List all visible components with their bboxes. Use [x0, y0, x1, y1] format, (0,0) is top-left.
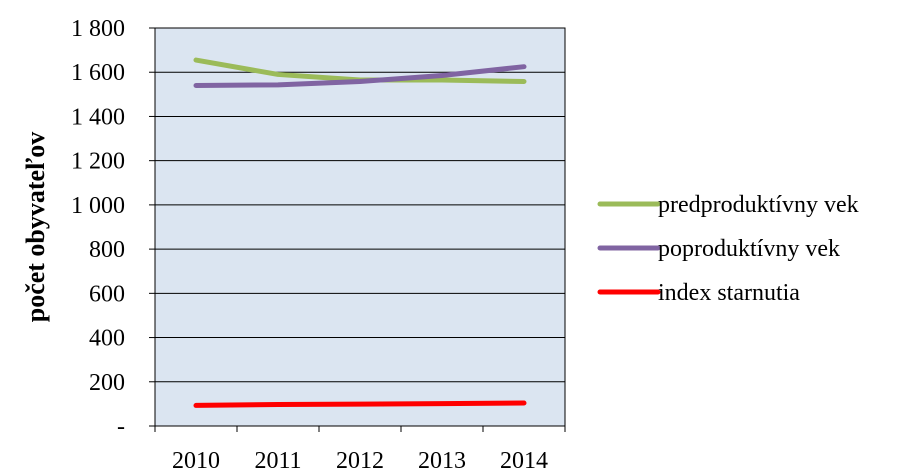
series-line: [193, 400, 527, 408]
plot-area: [154, 27, 566, 427]
y-tick-label: 400: [89, 326, 125, 352]
y-tick-label: 200: [89, 370, 125, 396]
x-tick-label: 2012: [336, 448, 384, 470]
y-tick-label: 1 200: [71, 149, 125, 175]
axes: - 200 400 600 800 1 000 1 200 1 400 1 600 1 800 20…: [71, 16, 566, 474]
legend-label: predproduktívny vek: [658, 192, 859, 218]
y-tick-label: 1 600: [71, 60, 125, 86]
x-tick-label: 2011: [254, 448, 301, 470]
legend: predproduktívny vek poproduktívny vek inde…: [597, 192, 859, 306]
y-tick-label: 1 000: [71, 193, 125, 219]
y-tick-label: 1 800: [71, 16, 125, 42]
series-lines: [193, 57, 527, 408]
legend-label: poproduktívny vek: [658, 236, 840, 262]
y-tick-label: 800: [89, 237, 125, 263]
series-line: [193, 64, 527, 88]
y-tick-label: 1 400: [71, 104, 125, 130]
x-tick-label: 2010: [172, 448, 220, 470]
gridlines: [155, 27, 565, 383]
x-tick-label: 2013: [418, 448, 466, 470]
y-tick-label: 600: [89, 281, 125, 307]
legend-label: index starnutia: [658, 280, 800, 306]
x-tick-label: 2014: [500, 448, 548, 470]
y-tick-label: -: [117, 414, 125, 440]
y-axis-title: počet obyvateľov: [21, 132, 50, 323]
